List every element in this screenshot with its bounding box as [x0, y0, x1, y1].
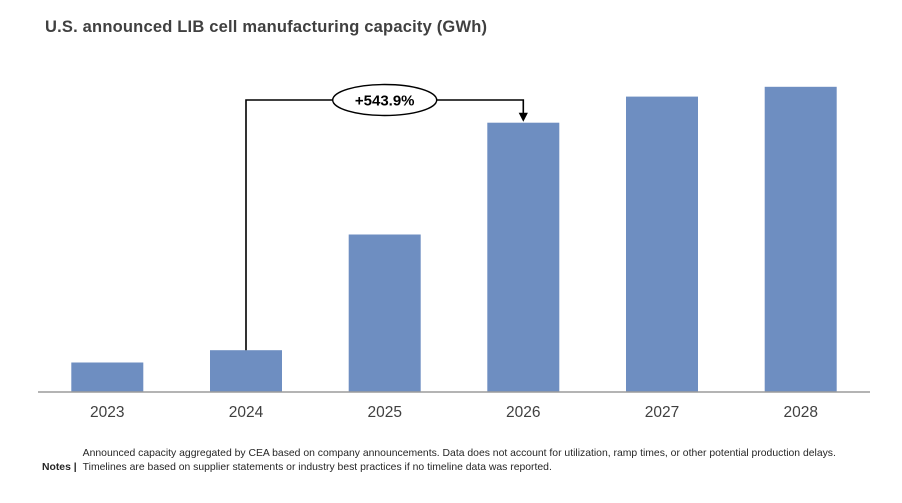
notes-text: Announced capacity aggregated by CEA bas…	[83, 447, 876, 475]
x-tick-2026: 2026	[506, 404, 540, 421]
annotation-label: +543.9%	[355, 93, 415, 110]
bar-2026	[487, 122, 560, 392]
x-tick-2025: 2025	[367, 404, 401, 421]
x-tick-2027: 2027	[645, 404, 679, 421]
bar-2027	[626, 96, 698, 392]
notes-line-1: Announced capacity aggregated by CEA bas…	[82, 448, 836, 459]
chart-title: U.S. announced LIB cell manufacturing ca…	[45, 18, 488, 36]
chart-canvas: 2023 2024 2025 2026 2027 2028 +543.9%	[38, 83, 870, 421]
notes-label: Notes |	[42, 462, 77, 474]
bar-2025	[348, 234, 421, 392]
annotation-bubble	[332, 83, 438, 117]
bar-chart: 2023 2024 2025 2026 2027 2028 +543.9%	[38, 72, 870, 424]
annotation-arrowhead-icon	[518, 112, 528, 122]
notes-line-2: Timelines are based on supplier statemen…	[82, 462, 552, 474]
x-tick-2024: 2024	[229, 404, 264, 421]
x-tick-2023: 2023	[90, 404, 124, 421]
bar-2028	[764, 86, 837, 393]
bar-2023	[71, 362, 144, 392]
bar-2024	[210, 350, 282, 392]
x-tick-2028: 2028	[783, 404, 817, 421]
notes: Notes | Announced capacity aggregated by…	[42, 447, 876, 475]
